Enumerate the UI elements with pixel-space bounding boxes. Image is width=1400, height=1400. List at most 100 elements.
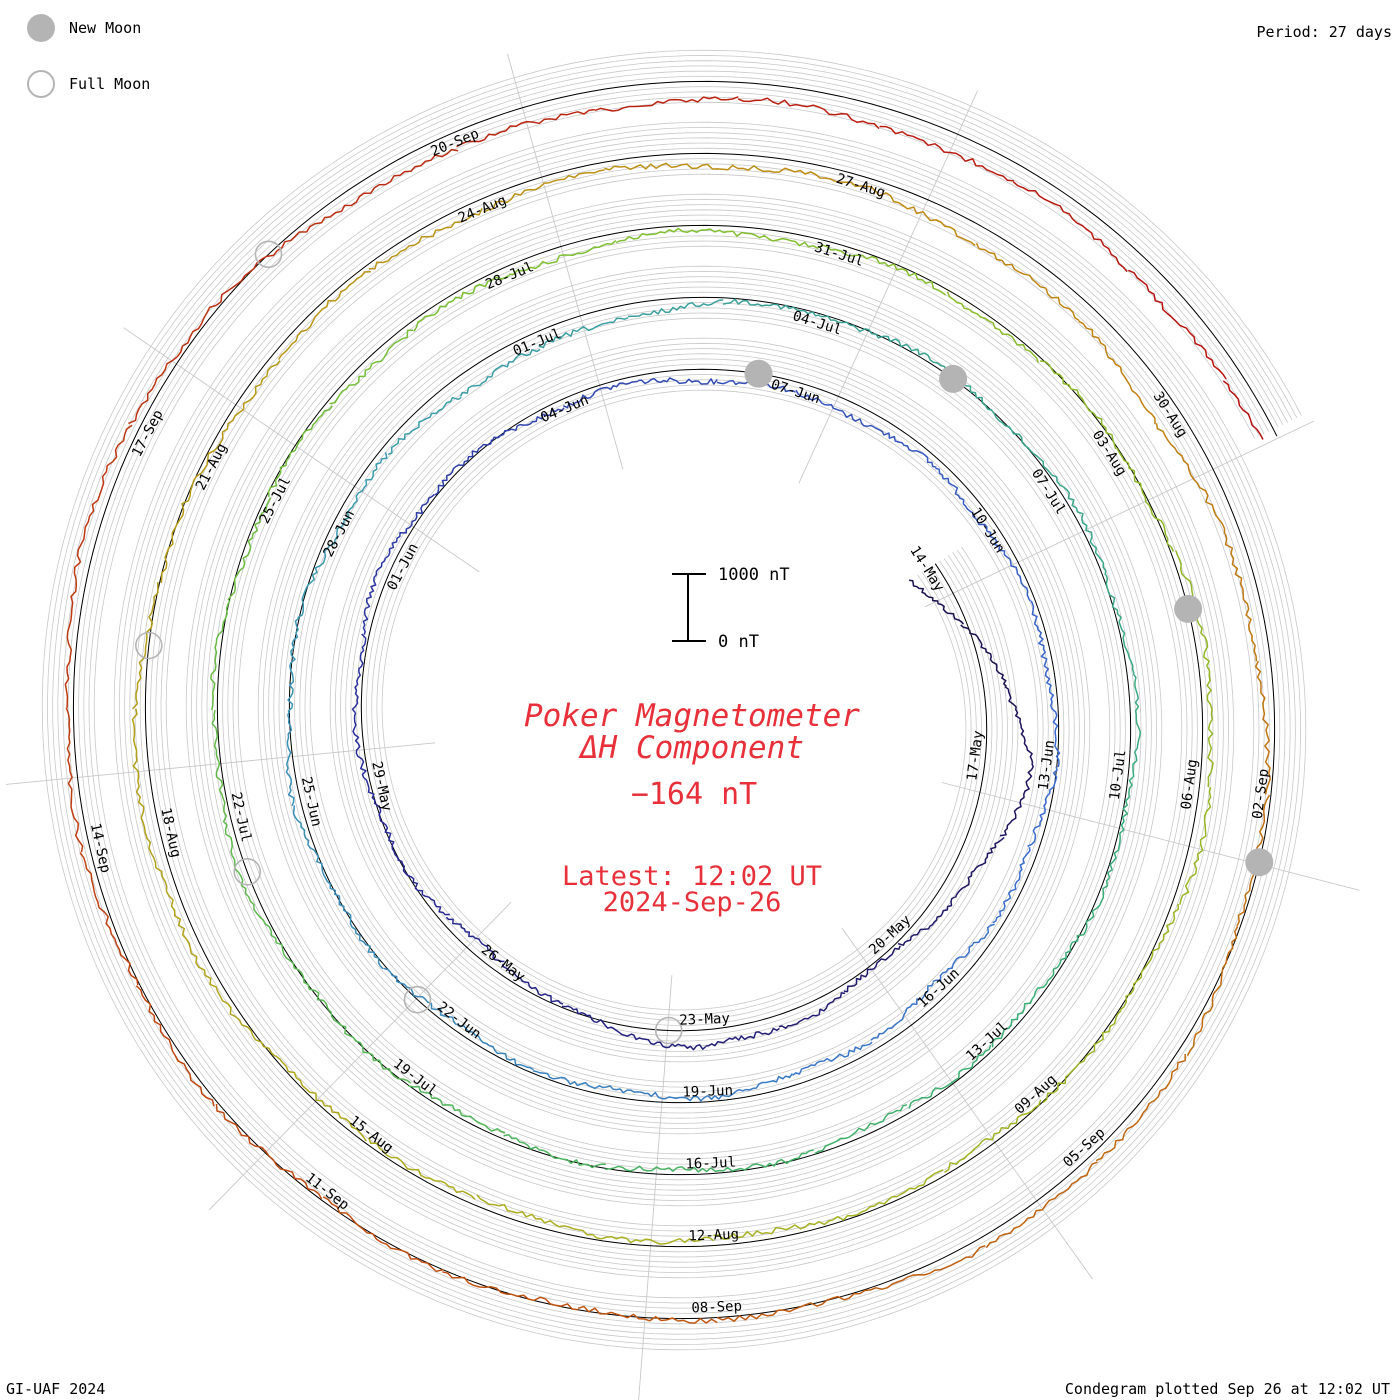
trace-segment: [561, 1005, 632, 1037]
grid-spoke: [507, 53, 624, 470]
current-value: −164 nT: [631, 777, 757, 812]
trace-segment: [195, 956, 276, 1057]
trace-segment: [211, 710, 228, 822]
trace-segment: [991, 409, 1061, 486]
trace-segment: [442, 1271, 578, 1311]
trace-segment: [1179, 787, 1212, 905]
new-moon-marker: [1174, 594, 1203, 623]
trace-segment: [1078, 320, 1156, 425]
trace-segment: [839, 249, 946, 296]
grid-spoke: [941, 782, 1360, 891]
trace-segment: [503, 1133, 606, 1169]
trace-segment: [619, 1088, 709, 1102]
grid-spiral: [57, 65, 1291, 1335]
trace-segment: [604, 1165, 712, 1173]
trace-segment: [986, 530, 1031, 602]
trace-segment: [222, 820, 267, 925]
trace-segment: [160, 464, 209, 584]
date-label: 06-Aug: [1178, 758, 1201, 810]
trace-segment: [501, 964, 564, 1005]
date-label: 05-Sep: [1060, 1125, 1108, 1171]
trace-segment: [434, 439, 493, 496]
scale-bar: 1000 nT 0 nT: [672, 565, 790, 652]
trace-segment: [367, 788, 400, 860]
trace-segment: [1095, 1053, 1186, 1162]
grid-spiral: [41, 49, 1307, 1351]
trace-segment: [292, 805, 336, 891]
trace-segment: [227, 497, 272, 601]
trace-segment: [330, 1011, 412, 1084]
latest-date: 2024-Sep-26: [603, 887, 782, 918]
grid-spoke: [208, 901, 512, 1211]
trace-segment: [992, 847, 1031, 924]
new-moon-icon: [27, 14, 55, 42]
trace-segment: [792, 1041, 873, 1076]
trace-segment: [131, 708, 148, 839]
date-label: 09-Aug: [1012, 1072, 1060, 1118]
trace-segment: [445, 916, 505, 963]
trace-segment: [1206, 665, 1214, 787]
trace-segment: [267, 405, 333, 497]
trace-segment: [397, 859, 450, 916]
trace-segment: [1155, 423, 1226, 534]
trace-segment: [65, 707, 84, 853]
trace-segment: [64, 561, 81, 708]
trace-segment: [367, 1137, 476, 1200]
new-moon-marker: [939, 364, 968, 393]
trace-segment: [215, 1103, 323, 1200]
trace-segment: [732, 165, 861, 187]
trace-segment: [954, 836, 1005, 898]
trace-segment: [866, 424, 937, 468]
date-label: 02-Sep: [1250, 768, 1273, 820]
trace-segment: [76, 424, 133, 563]
date-label: 18-Aug: [157, 806, 183, 859]
trace-segment: [991, 966, 1059, 1048]
trace-segment: [843, 945, 901, 993]
trace-segment: [960, 624, 1008, 687]
trace-segment: [1042, 1009, 1122, 1104]
trace-segment: [476, 1194, 593, 1236]
trace-segment: [1107, 776, 1134, 878]
trace-segment: [975, 242, 1080, 322]
trace-segment: [1224, 533, 1258, 662]
trace-segment: [334, 889, 384, 970]
trace-segment: [413, 274, 510, 332]
grid-spiral: [62, 70, 1286, 1330]
grid-spiral: [78, 86, 1270, 1314]
trace-segment: [1254, 660, 1272, 795]
trace-segment: [705, 1027, 780, 1047]
trace-segment: [707, 1073, 793, 1100]
grid-spoke: [798, 90, 979, 484]
trace-segment: [604, 162, 734, 171]
full-moon-marker: [135, 631, 163, 660]
trace-segment: [1222, 380, 1264, 440]
title-line-2: ΔH Component: [578, 730, 804, 766]
trace-segment: [210, 600, 231, 711]
trace-segment: [710, 1149, 814, 1172]
trace-segment: [630, 1033, 707, 1051]
trace-segment: [1128, 269, 1227, 380]
latest-time: Latest: 12:02 UT: [562, 861, 822, 892]
trace-segment: [264, 923, 331, 1013]
trace-segment: [722, 298, 821, 317]
trace-segment: [1132, 673, 1141, 778]
date-label: 16-Jul: [685, 1155, 736, 1173]
full-moon-marker: [403, 985, 432, 1014]
trace-segment: [577, 1305, 718, 1324]
date-label: 10-Jul: [1107, 749, 1130, 801]
grid-spoke: [924, 420, 1315, 608]
trace-segment: [1027, 766, 1058, 847]
trace-segment: [870, 982, 935, 1041]
period-label: Period: 27 days: [1256, 23, 1392, 41]
trace-segment: [538, 317, 629, 349]
trace-segment: [908, 1044, 992, 1109]
full-moon-icon: [27, 70, 55, 98]
trace-segment: [795, 389, 868, 427]
trace-segment: [854, 1244, 986, 1295]
trace-segment: [532, 1070, 621, 1091]
trace-segment: [594, 96, 739, 112]
date-label: 13-Jun: [1036, 739, 1059, 791]
trace-segment: [1012, 181, 1128, 273]
grid-spiral: [47, 55, 1302, 1346]
